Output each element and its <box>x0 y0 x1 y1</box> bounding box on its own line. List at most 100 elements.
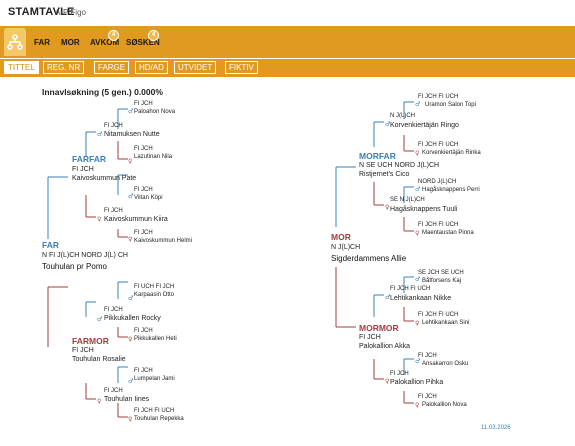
subtab-hd-ad[interactable]: HD/AD <box>135 61 168 74</box>
morfar-fm-name[interactable]: Korvenkiertäjän Rinka <box>422 150 481 156</box>
mormor-name[interactable]: Palokallion Akka <box>359 343 410 350</box>
mormor-title: FI JCH <box>359 334 381 341</box>
male-icon: ♂ <box>415 101 420 108</box>
far-label: FAR <box>42 240 59 250</box>
morfar-f-title: N J(L)CH <box>390 113 415 119</box>
male-icon: ♂ <box>128 378 133 385</box>
morfar-title: N SE UCH NORD J(L)CH <box>359 162 440 169</box>
female-icon: ♀ <box>128 158 132 165</box>
farfar-title: FI JCH <box>72 166 94 173</box>
female-icon: ♀ <box>415 402 419 409</box>
farfar-mf-name[interactable]: Viitan Köpi <box>134 195 163 201</box>
subtab-tittel[interactable]: TITTEL <box>4 61 39 74</box>
avkom-count-badge: 4 <box>108 30 119 41</box>
female-icon: ♀ <box>97 398 101 405</box>
farmor-ff-name[interactable]: Karpaasin Otto <box>134 292 175 298</box>
morfar-m-name[interactable]: Hagåsknappens Tuuli <box>390 206 458 213</box>
male-icon: ♂ <box>128 193 133 200</box>
farmor-fm-title: FI JCH <box>134 328 153 334</box>
female-icon: ♀ <box>385 204 389 211</box>
mormor-m-title: FI JCH <box>390 371 409 377</box>
mormor-f-name[interactable]: Lehtikankaan Nikke <box>390 295 452 302</box>
farfar-mm-title: FI JCH <box>134 230 153 236</box>
farmor-fm-name[interactable]: Pikkukallen Heti <box>134 336 177 342</box>
main-nav: FAR MOR AVKOM 4 SØSKEN 4 <box>0 26 575 58</box>
farfar-name[interactable]: Kaivoskummun Pate <box>72 175 137 182</box>
morfar-name[interactable]: Ristjernet's Cico <box>359 171 410 178</box>
mor-name[interactable]: Sigderdammens Allie <box>331 254 407 263</box>
morfar-label: MORFAR <box>359 151 396 161</box>
morfar-ff-name[interactable]: Uramon Salon Topi <box>425 102 476 108</box>
farmor-m-title: FI JCH <box>104 388 123 394</box>
mormor-m-name[interactable]: Palokallion Pihka <box>390 379 444 386</box>
female-icon: ♀ <box>97 216 101 223</box>
sub-nav: TITTEL REG. NR FARGE HD/AD UTVIDET FIKTI… <box>0 58 575 77</box>
pedigree-tree-icon <box>7 34 23 50</box>
subtab-farge[interactable]: FARGE <box>94 61 130 74</box>
mormor-f-title: FI JCH FI UCH <box>390 286 431 292</box>
mormor-mm-title: FI JCH <box>418 394 437 400</box>
farmor-f-title: FI JCH <box>104 307 123 313</box>
farmor-f-name[interactable]: Pikkukallen Rocky <box>104 315 161 322</box>
mormor-mf-title: FI JCH <box>418 353 437 359</box>
female-icon: ♀ <box>415 150 419 157</box>
mor-title: N J(L)CH <box>331 244 361 251</box>
brand-subtitle: A-P Figo <box>55 8 86 17</box>
male-icon: ♂ <box>128 295 133 302</box>
farmor-label: FARMOR <box>72 336 109 346</box>
tab-far[interactable]: FAR <box>34 38 50 47</box>
male-icon: ♂ <box>415 276 420 283</box>
male-icon: ♂ <box>415 358 420 365</box>
farfar-f-name[interactable]: Nitamuksen Nutte <box>104 131 160 138</box>
mor-label: MOR <box>331 232 351 242</box>
tab-sosken[interactable]: SØSKEN <box>126 38 160 47</box>
subtab-reg-nr[interactable]: REG. NR <box>43 61 85 74</box>
farfar-m-name[interactable]: Kaivoskummun Kiira <box>104 216 168 223</box>
farfar-ff-name[interactable]: Paloahon Nova <box>134 109 176 115</box>
brand-title: STAMTAVLE <box>8 6 75 18</box>
subtab-utvidet[interactable]: UTVIDET <box>174 61 217 74</box>
female-icon: ♀ <box>128 336 132 343</box>
farmor-mf-title: FI JCH <box>134 368 153 374</box>
female-icon: ♀ <box>415 230 419 237</box>
mormor-ff-title: SE JCH SE UCH <box>418 270 464 276</box>
male-icon: ♂ <box>385 294 390 301</box>
inbreeding-coefficient: Innavlsøkning (5 gen.) 0.000% <box>42 87 163 97</box>
tab-mor[interactable]: MOR <box>61 38 80 47</box>
sosken-count-badge: 4 <box>148 30 159 41</box>
male-icon: ♂ <box>97 316 102 323</box>
farmor-m-name[interactable]: Touhulan Iines <box>104 396 150 403</box>
male-icon: ♂ <box>385 121 390 128</box>
farmor-title: FI JCH <box>72 347 94 354</box>
mormor-mf-name[interactable]: Ansakarron Osku <box>422 361 469 367</box>
far-name[interactable]: Touhulan pr Pomo <box>42 262 107 271</box>
farfar-mf-title: FI JCH <box>134 187 153 193</box>
farfar-label: FARFAR <box>72 154 106 164</box>
morfar-m-title: SE N J(L)CH <box>390 197 425 203</box>
farmor-name[interactable]: Touhulan Rosalie <box>72 356 126 363</box>
farfar-ff-title: FI JCH <box>134 101 153 107</box>
farmor-mf-name[interactable]: Lumpelan Jami <box>134 376 175 382</box>
morfar-mf-title: NORD J(L)CH <box>418 179 457 185</box>
male-icon: ♂ <box>415 186 420 193</box>
home-tab[interactable] <box>4 28 26 56</box>
pedigree-panel: ♂ ♀ ♂ ♀ ♂ ♀ ♂ ♀ ♂ ♀ ♂ ♀ ♂ ♀ ♂ ♀ ♂ ♀ ♂ ♀ … <box>0 77 575 446</box>
farfar-fm-name[interactable]: Lazutinan Nila <box>134 154 173 160</box>
female-icon: ♀ <box>128 416 132 423</box>
mormor-fm-name[interactable]: Lehtikankaan Sini <box>422 320 470 326</box>
mormor-fm-title: FI JCH FI UCH <box>418 312 459 318</box>
farmor-ff-title: FI UCH FI JCH <box>134 284 175 290</box>
morfar-mm-name[interactable]: Maentaustan Pinna <box>422 230 474 236</box>
mormor-ff-name[interactable]: Båtforsens Kaj <box>422 278 462 284</box>
tab-avkom[interactable]: AVKOM <box>90 38 120 47</box>
male-icon: ♂ <box>97 131 102 138</box>
female-icon: ♀ <box>415 320 419 327</box>
farfar-mm-name[interactable]: Kaivoskummun Helmi <box>134 238 193 244</box>
farfar-fm-title: FI JCH <box>134 146 153 152</box>
subtab-fiktiv[interactable]: FIKTIV <box>225 61 258 74</box>
morfar-f-name[interactable]: Korvenkiertäjän Ringo <box>390 122 459 129</box>
mormor-mm-name[interactable]: Palokallion Nova <box>422 402 467 408</box>
footer-date: 11.03.2026 <box>481 425 511 431</box>
morfar-mf-name[interactable]: Hagåsknappens Perri <box>422 187 480 193</box>
farmor-mm-name[interactable]: Touhulan Repekka <box>134 416 184 422</box>
